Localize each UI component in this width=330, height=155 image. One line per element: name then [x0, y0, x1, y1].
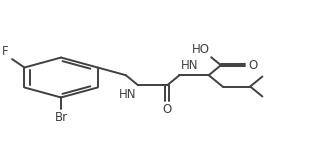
Text: HO: HO [191, 43, 210, 56]
Text: F: F [2, 44, 8, 58]
Text: O: O [163, 103, 172, 116]
Text: Br: Br [54, 111, 68, 124]
Text: HN: HN [181, 59, 199, 72]
Text: O: O [248, 59, 257, 72]
Text: HN: HN [119, 88, 136, 101]
